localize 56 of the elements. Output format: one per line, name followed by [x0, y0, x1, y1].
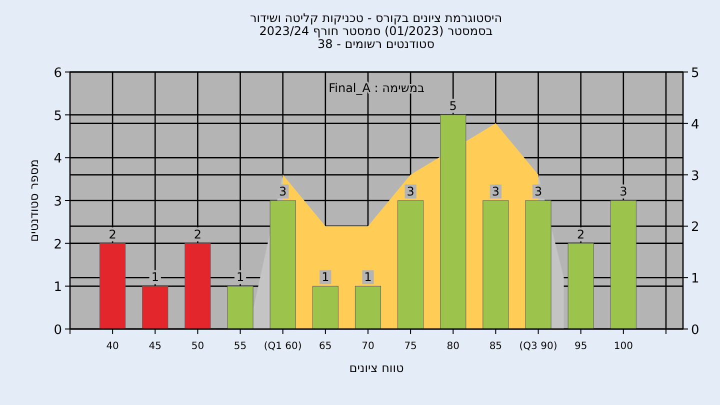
- bar: [100, 243, 126, 330]
- y-tick-label: 4: [54, 152, 62, 167]
- data-label: 5: [449, 98, 457, 113]
- bar: [354, 286, 382, 330]
- y-tick-label: 6: [54, 66, 62, 81]
- bar: [482, 200, 509, 330]
- bar: [525, 200, 552, 330]
- x-axis-title: טווח ציונים: [349, 361, 404, 375]
- data-label: 1: [151, 270, 159, 284]
- x-tick-label: 85: [489, 341, 502, 352]
- y-axis-title: מספר סטודנטים: [27, 159, 41, 242]
- x-tick-label: 80: [446, 341, 460, 352]
- bar: [312, 286, 338, 330]
- x-tick-label: 75: [404, 341, 417, 352]
- x-tick-label: 50: [191, 341, 204, 352]
- data-label: 1: [236, 270, 244, 284]
- y2-tick-label: 5: [691, 66, 700, 81]
- data-label: 3: [492, 184, 500, 198]
- y-tick-label: 1: [54, 280, 62, 296]
- chart-subtitle: בסמסטר (01/2023) סמסטר חורף 2023/24 סטודנטים רשומים - 38: [259, 24, 493, 51]
- y2-tick-label: 1: [691, 272, 700, 287]
- y2-tick-label: 2: [691, 220, 700, 236]
- data-label: 2: [194, 227, 202, 242]
- bar: [398, 200, 424, 330]
- y2-tick-label: 3: [691, 168, 700, 184]
- x-tick-label: 45: [148, 341, 162, 352]
- data-label: 3: [534, 184, 542, 198]
- y-tick-label: 3: [54, 194, 62, 210]
- x-tick-label: (Q1 60): [264, 341, 302, 352]
- x-tick-label: (Q3 90): [519, 341, 558, 352]
- bar: [610, 200, 636, 330]
- x-tick-label: 100: [614, 341, 633, 352]
- x-tick-label: 65: [319, 341, 332, 352]
- chart-title: היסטוגרמת ציונים בקורס - טכניקות קליטה ושידור: [250, 11, 502, 25]
- data-label: 2: [577, 227, 585, 242]
- y2-tick-label: 4: [691, 117, 700, 132]
- bar: [440, 114, 466, 330]
- bar: [184, 243, 211, 330]
- y-tick-label: 0: [54, 323, 62, 338]
- bar: [568, 243, 594, 330]
- bar: [142, 286, 168, 330]
- data-label: 1: [322, 270, 330, 284]
- data-label: 3: [279, 184, 287, 198]
- y-tick-label: 2: [54, 237, 62, 252]
- x-tick-label: 95: [574, 341, 588, 352]
- y2-tick-label: 0: [691, 323, 700, 338]
- y-tick-label: 5: [54, 108, 62, 124]
- data-label: 3: [406, 184, 414, 198]
- bar: [270, 200, 296, 330]
- x-tick-label: 40: [106, 341, 119, 352]
- bar: [227, 286, 254, 330]
- data-label: 2: [108, 227, 116, 242]
- x-tick-label: 55: [234, 341, 247, 352]
- data-label: 1: [364, 270, 372, 284]
- data-label: 3: [620, 184, 628, 198]
- x-tick-label: 70: [362, 341, 374, 352]
